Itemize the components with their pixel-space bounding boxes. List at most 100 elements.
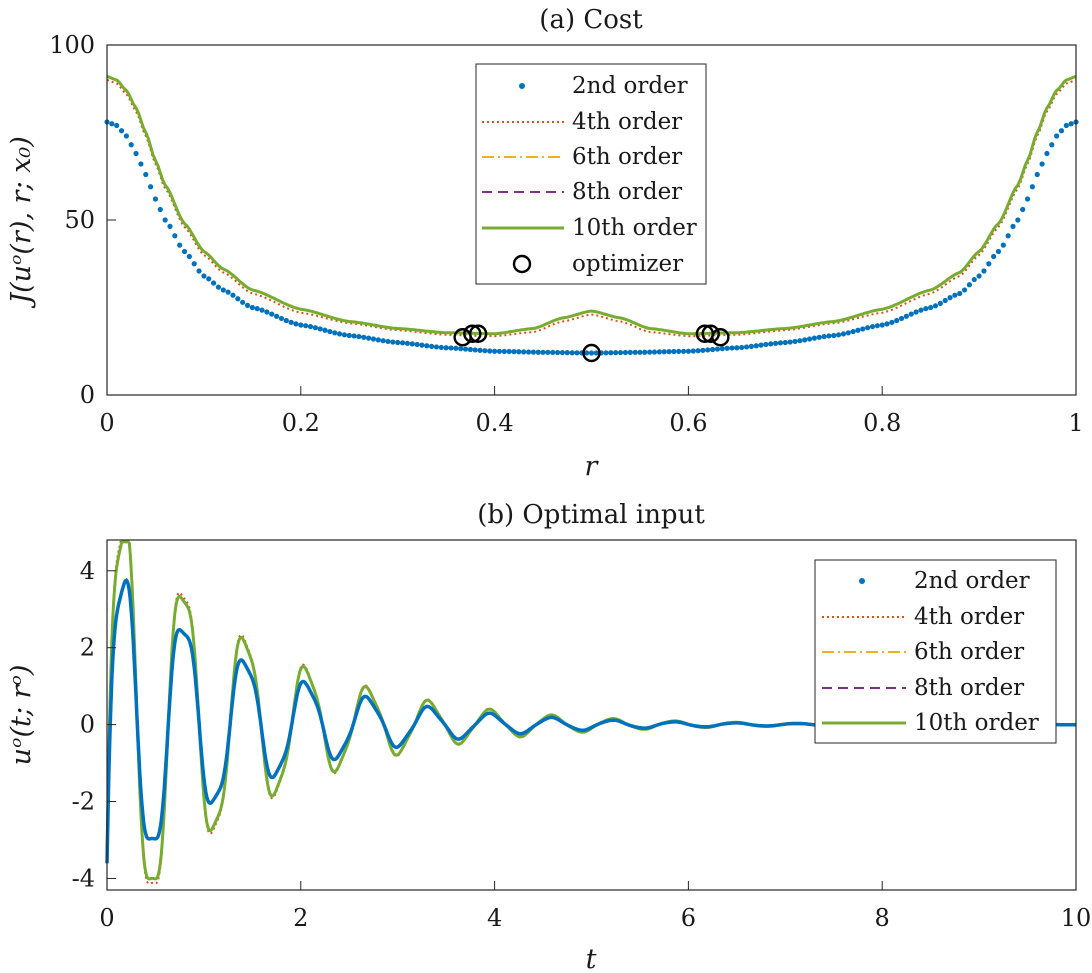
cost-point-2nd-order <box>995 248 1002 255</box>
cost-point-2nd-order <box>773 340 779 346</box>
input-legend-label-8th: 8th order <box>914 675 1024 701</box>
cost-point-2nd-order <box>685 348 692 354</box>
cost-point-2nd-order <box>269 311 275 317</box>
input-y-tick-label: -4 <box>72 864 95 892</box>
cost-point-2nd-order <box>613 350 619 356</box>
cost-point-2nd-order <box>705 347 711 353</box>
cost-point-2nd-order <box>894 317 900 324</box>
cost-y-ticks: 0 50 100 <box>49 31 116 409</box>
cost-point-2nd-order <box>492 348 498 354</box>
cost-point-2nd-order <box>496 348 503 354</box>
cost-point-2nd-order <box>855 327 861 333</box>
cost-point-2nd-order <box>181 248 188 255</box>
cost-point-2nd-order <box>952 292 958 298</box>
cost-point-2nd-order <box>501 348 507 355</box>
cost-point-2nd-order <box>777 340 784 346</box>
cost-point-2nd-order <box>714 346 721 352</box>
cost-point-2nd-order <box>133 150 139 157</box>
cost-point-2nd-order <box>1010 223 1016 229</box>
cost-point-2nd-order <box>114 122 120 129</box>
cost-point-2nd-order <box>874 323 880 329</box>
input-x-tick-label: 8 <box>875 904 890 932</box>
input-y-tick-label: 4 <box>80 557 95 585</box>
cost-legend-label-optimizer: optimizer <box>572 251 683 277</box>
cost-point-2nd-order <box>322 327 328 333</box>
cost-point-2nd-order <box>303 323 309 329</box>
cost-point-2nd-order <box>622 349 629 356</box>
input-x-tick-label: 10 <box>1061 904 1092 932</box>
cost-point-2nd-order <box>298 322 304 328</box>
cost-point-2nd-order <box>467 346 473 353</box>
cost-legend-label-6th: 6th order <box>572 144 682 170</box>
cost-point-2nd-order <box>986 261 992 267</box>
cost-point-2nd-order <box>816 334 822 340</box>
cost-point-2nd-order <box>564 350 570 356</box>
cost-point-2nd-order <box>821 333 827 340</box>
cost-point-2nd-order <box>937 300 943 306</box>
cost-point-2nd-order <box>254 306 260 312</box>
cost-point-2nd-order <box>550 349 556 356</box>
cost-point-2nd-order <box>215 284 222 290</box>
cost-legend-label-10th: 10th order <box>572 215 697 241</box>
cost-point-2nd-order <box>336 331 343 337</box>
cost-point-2nd-order <box>157 206 163 213</box>
input-panel: (b) Optimal input 0 2 4 6 8 10 -4 -2 0 2 4 t uᵒ(t… <box>6 500 1091 973</box>
cost-point-2nd-order <box>143 171 149 178</box>
cost-legend-symbol-circle <box>512 254 532 274</box>
input-x-label: t <box>586 944 597 973</box>
cost-point-2nd-order <box>831 332 837 339</box>
input-y-label: uᵒ(t; rᵒ) <box>6 665 37 766</box>
cost-point-2nd-order <box>264 309 270 315</box>
cost-legend-symbol-dot <box>519 83 525 89</box>
cost-point-2nd-order <box>186 253 192 260</box>
cost-point-2nd-order <box>661 349 667 355</box>
cost-point-2nd-order <box>366 335 372 341</box>
cost-point-2nd-order <box>666 349 672 355</box>
cost-point-2nd-order <box>991 253 997 260</box>
cost-optimizer-point <box>582 343 601 363</box>
cost-point-2nd-order <box>1034 171 1040 178</box>
cost-point-2nd-order <box>545 349 551 355</box>
cost-point-2nd-order <box>724 345 730 351</box>
cost-point-2nd-order <box>438 344 444 351</box>
cost-x-tick-label: 0.8 <box>863 409 901 437</box>
cost-point-2nd-order <box>1063 122 1069 129</box>
input-x-tick-label: 0 <box>99 904 114 932</box>
cost-point-2nd-order <box>710 346 716 353</box>
cost-point-2nd-order <box>632 349 638 355</box>
cost-point-2nd-order <box>535 349 541 355</box>
cost-point-2nd-order <box>409 341 415 347</box>
cost-point-2nd-order <box>690 348 696 354</box>
cost-legend[interactable]: 2nd order 4th order 6th order 8th order … <box>475 63 707 285</box>
cost-point-2nd-order <box>385 338 391 345</box>
cost-point-2nd-order <box>860 326 866 332</box>
cost-point-2nd-order <box>312 325 318 331</box>
cost-y-tick-label: 0 <box>80 381 95 409</box>
cost-point-2nd-order <box>506 348 512 355</box>
cost-point-2nd-order <box>341 332 348 338</box>
input-x-tick-label: 2 <box>293 904 308 932</box>
cost-point-2nd-order <box>521 349 527 355</box>
cost-point-2nd-order <box>404 340 410 346</box>
cost-point-2nd-order <box>370 336 377 342</box>
cost-point-2nd-order <box>433 344 440 350</box>
cost-point-2nd-order <box>656 349 662 355</box>
cost-series-markers <box>104 119 1079 356</box>
cost-point-2nd-order <box>1029 184 1035 190</box>
cost-point-2nd-order <box>516 349 522 355</box>
cost-x-label: r <box>585 451 600 482</box>
cost-optimizer-point <box>701 324 720 343</box>
cost-title: (a) Cost <box>539 5 643 35</box>
cost-point-2nd-order <box>240 299 246 305</box>
input-legend[interactable]: 2nd order 4th order 6th order 8th order … <box>814 559 1057 744</box>
cost-point-2nd-order <box>574 350 580 356</box>
cost-point-2nd-order <box>317 326 323 332</box>
cost-point-2nd-order <box>627 349 633 356</box>
cost-optimizer-markers <box>453 324 730 363</box>
input-x-tick-label: 6 <box>681 904 696 932</box>
cost-point-2nd-order <box>782 339 788 346</box>
cost-point-2nd-order <box>1005 233 1011 239</box>
cost-point-2nd-order <box>191 261 197 267</box>
cost-point-2nd-order <box>206 276 212 282</box>
cost-point-2nd-order <box>923 306 929 312</box>
